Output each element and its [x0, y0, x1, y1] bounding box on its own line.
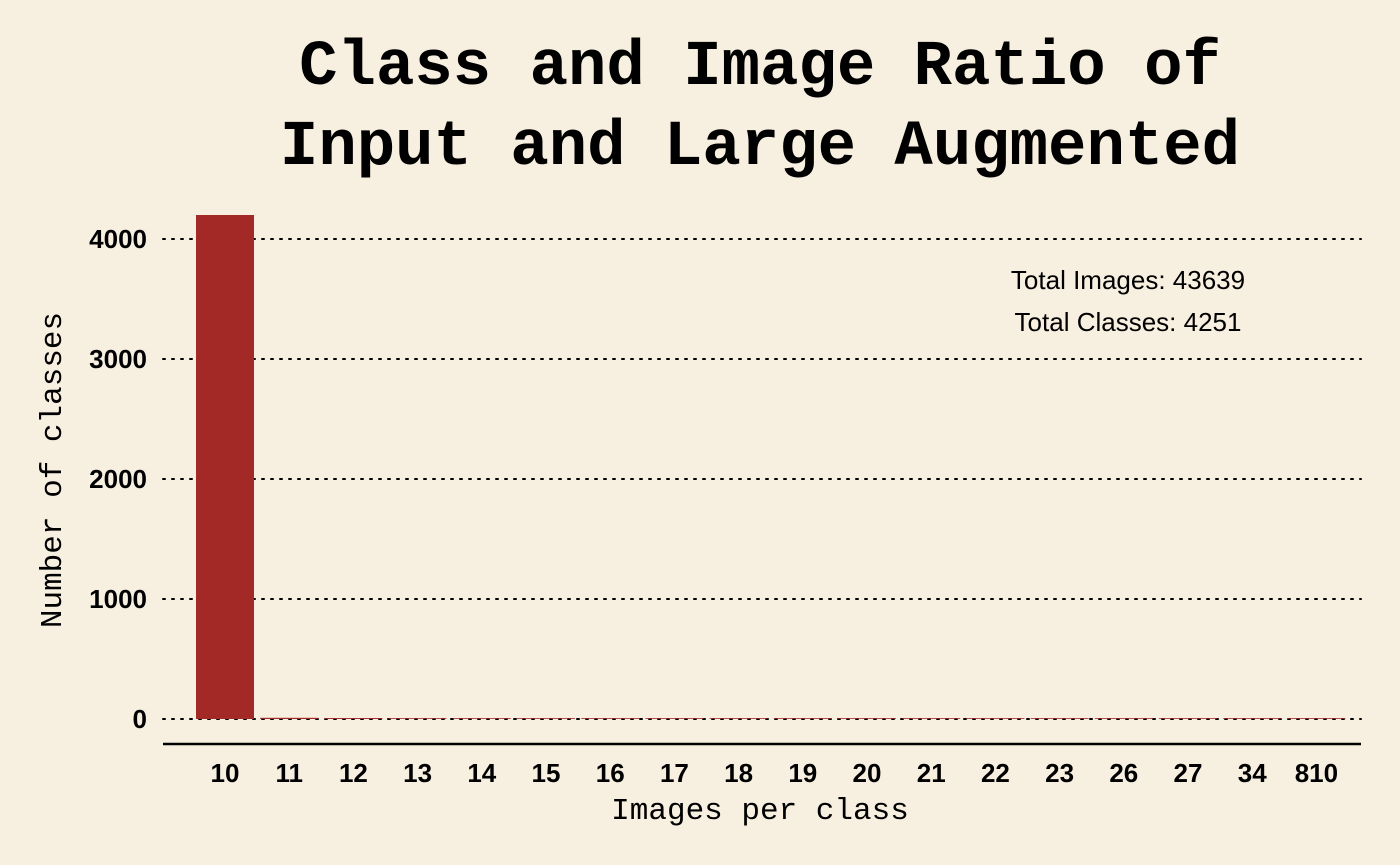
bar-810 — [1287, 718, 1346, 719]
x-tick-label: 11 — [275, 758, 303, 788]
y-tick-labels: 0 1000 2000 3000 4000 — [89, 224, 147, 734]
y-tick-label: 3000 — [89, 344, 147, 374]
x-tick-label: 20 — [853, 758, 882, 788]
x-tick-label: 34 — [1238, 758, 1267, 788]
bar-14 — [452, 718, 511, 719]
bar-12 — [324, 718, 383, 719]
bar-22 — [966, 718, 1025, 719]
bar-34 — [1223, 718, 1282, 719]
x-tick-label: 21 — [917, 758, 946, 788]
bar-21 — [902, 718, 961, 719]
bar-15 — [517, 718, 575, 719]
y-axis-label: Number of classes — [36, 312, 71, 628]
x-tick-label: 17 — [660, 758, 689, 788]
x-tick-label: 10 — [211, 758, 240, 788]
chart-title-line-1: Class and Image Ratio of — [299, 32, 1221, 104]
bar-17 — [645, 718, 704, 719]
bar-16 — [581, 718, 640, 719]
x-tick-label: 22 — [981, 758, 1010, 788]
annotation-total-images: Total Images: 43639 — [1011, 265, 1245, 295]
x-tick-label: 12 — [339, 758, 368, 788]
bar-20 — [838, 718, 896, 719]
x-tick-label: 15 — [532, 758, 561, 788]
bar-13 — [388, 718, 447, 719]
chart-title-line-2: Input and Large Augmented — [280, 112, 1240, 184]
x-tick-labels: 10 11 12 13 14 15 16 17 18 19 20 21 22 23 26 27 34 810 — [211, 758, 1339, 788]
x-tick-label: 16 — [596, 758, 625, 788]
x-axis-label: Images per class — [611, 794, 909, 829]
x-tick-label: 26 — [1109, 758, 1138, 788]
x-tick-label: 810 — [1295, 758, 1338, 788]
annotation-total-classes: Total Classes: 4251 — [1015, 307, 1242, 337]
x-tick-label: 13 — [403, 758, 432, 788]
y-tick-label: 2000 — [89, 464, 147, 494]
y-tick-label: 0 — [133, 704, 147, 734]
bar-11 — [260, 717, 319, 719]
x-tick-label: 14 — [467, 758, 496, 788]
bar-23 — [1030, 718, 1089, 719]
bar-18 — [709, 718, 768, 719]
x-tick-label: 19 — [788, 758, 817, 788]
x-tick-label: 23 — [1045, 758, 1074, 788]
y-tick-label: 4000 — [89, 224, 147, 254]
y-tick-label: 1000 — [89, 584, 147, 614]
bar-19 — [773, 718, 832, 719]
x-tick-label: 18 — [724, 758, 753, 788]
bar-26 — [1094, 718, 1153, 719]
bars — [196, 215, 1346, 719]
bar-10 — [196, 215, 254, 719]
x-tick-label: 27 — [1174, 758, 1203, 788]
bar-27 — [1159, 718, 1217, 719]
